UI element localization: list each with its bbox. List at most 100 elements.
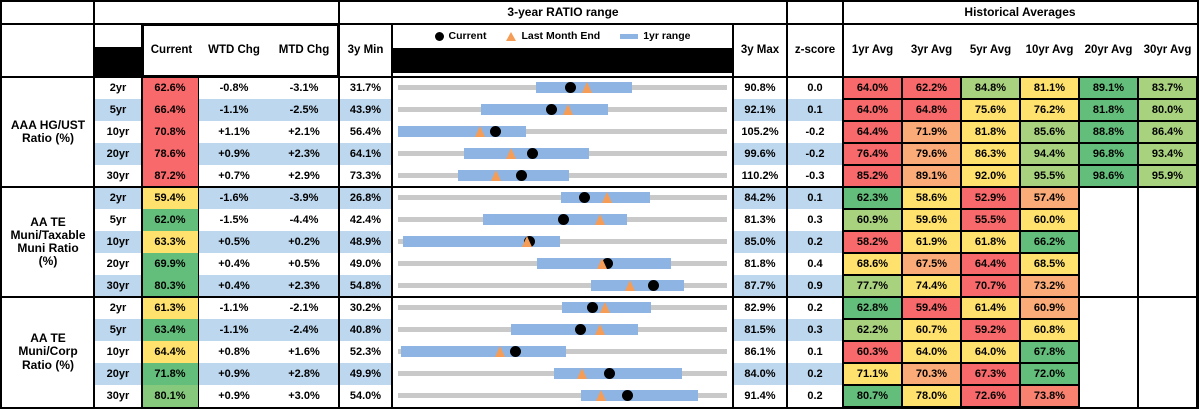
mtd-chg-cell: +1.6%	[269, 341, 339, 363]
last-month-end-triangle-marker	[601, 192, 612, 203]
change-columns-header: Current WTD Chg MTD Chg	[142, 24, 339, 77]
zscore-cell: -0.2	[787, 143, 843, 165]
current-value-cell: 78.6%	[142, 143, 199, 165]
wtd-chg-cell: +0.5%	[199, 231, 269, 253]
current-value-cell: 80.3%	[142, 275, 199, 297]
current-dot-marker	[579, 192, 591, 203]
historical-avg-cell: 64.4%	[961, 253, 1020, 275]
historical-avg-cell: 59.4%	[902, 297, 961, 319]
historical-avg-cell: 84.8%	[961, 77, 1020, 99]
historical-avg-cell: 77.7%	[843, 275, 902, 297]
divider	[338, 2, 340, 407]
historical-avg-cell: 89.1%	[902, 165, 961, 187]
1yr-range-bar	[591, 280, 684, 291]
historical-avg-cell: 93.4%	[1138, 143, 1197, 165]
col-header-3y-min: 3y Min	[347, 44, 384, 57]
col-header-5yr-avg: 5yr Avg	[969, 44, 1012, 57]
1yr-range-bar	[511, 324, 639, 335]
tenor-header-cell	[94, 24, 142, 77]
3y-min-cell: 40.8%	[339, 319, 392, 341]
current-value-cell: 62.0%	[142, 209, 199, 231]
last-month-end-triangle-marker	[505, 148, 516, 159]
historical-avg-cell: 86.4%	[1138, 121, 1197, 143]
col-header-current: Current	[150, 44, 193, 57]
group-label-line: AA TE	[30, 331, 66, 346]
current-value-cell: 63.3%	[142, 231, 199, 253]
wtd-chg-cell: +0.8%	[199, 341, 269, 363]
historical-avg-cell: 60.7%	[902, 319, 961, 341]
historical-avg-cell: 64.4%	[843, 121, 902, 143]
historical-avg-cell: 88.8%	[1079, 121, 1138, 143]
group-label: AAA HG/UST Ratio (%)	[2, 77, 94, 187]
range-chart-cell	[392, 143, 733, 165]
3y-max-cell: 105.2%	[733, 121, 787, 143]
current-dot-marker	[603, 368, 615, 379]
legend-last-month-end-label: Last Month End	[521, 30, 601, 42]
current-dot-marker	[558, 214, 570, 225]
3y-range-track	[398, 283, 727, 288]
historical-avg-cell: 92.0%	[961, 165, 1020, 187]
historical-avg-cell: 76.4%	[843, 143, 902, 165]
group-label-line: AAA HG/UST	[10, 117, 86, 132]
range-chart-cell	[392, 231, 733, 253]
last-month-end-triangle-marker	[563, 104, 574, 115]
zscore-cell: -0.3	[787, 165, 843, 187]
mtd-chg-cell: -3.9%	[269, 187, 339, 209]
historical-avg-cell: 61.9%	[902, 231, 961, 253]
range-chart-cell	[392, 253, 733, 275]
range-chart-cell	[392, 297, 733, 319]
last-month-end-triangle-marker	[624, 280, 635, 291]
3y-max-cell: 81.8%	[733, 253, 787, 275]
historical-avg-cell: 58.6%	[902, 187, 961, 209]
historical-avg-cell: 59.6%	[902, 209, 961, 231]
current-dot-marker	[516, 170, 528, 181]
1yr-range-bar	[400, 346, 567, 357]
current-dot-marker	[622, 390, 634, 401]
historical-avg-cell	[1079, 275, 1138, 297]
1yr-range-bar	[457, 170, 570, 181]
current-value-cell: 62.6%	[142, 77, 199, 99]
last-month-end-triangle-marker	[594, 324, 605, 335]
3y-min-cell: 49.9%	[339, 363, 392, 385]
3y-max-cell: 84.2%	[733, 187, 787, 209]
historical-avg-cell	[1138, 253, 1197, 275]
historical-avg-cell	[1138, 231, 1197, 253]
historical-avg-cell: 70.7%	[961, 275, 1020, 297]
group-label-line: AA TE	[30, 214, 66, 229]
historical-avg-cell: 60.8%	[1020, 319, 1079, 341]
historical-avg-cell: 72.6%	[961, 385, 1020, 407]
divider	[141, 24, 143, 407]
mtd-chg-cell: +2.3%	[269, 143, 339, 165]
mtd-chg-cell: -4.4%	[269, 209, 339, 231]
3y-min-cell: 56.4%	[339, 121, 392, 143]
3y-max-cell: 92.1%	[733, 99, 787, 121]
wtd-chg-cell: +0.7%	[199, 165, 269, 187]
tenor-cell: 10yr	[94, 231, 142, 253]
zscore-cell: 0.4	[787, 253, 843, 275]
divider	[2, 186, 1197, 188]
current-value-cell: 70.8%	[142, 121, 199, 143]
historical-avg-cell: 85.6%	[1020, 121, 1079, 143]
divider	[93, 2, 95, 407]
last-month-end-triangle-marker	[521, 236, 532, 247]
zscore-cell: 0.2	[787, 297, 843, 319]
zscore-cell: 0.1	[787, 341, 843, 363]
last-month-end-triangle-icon	[506, 31, 517, 41]
mtd-chg-cell: +2.3%	[269, 275, 339, 297]
group-label: AA TE Muni/Taxable Muni Ratio (%)	[2, 187, 94, 297]
historical-avg-cell: 62.3%	[843, 187, 902, 209]
current-value-cell: 59.4%	[142, 187, 199, 209]
3y-max-cell: 85.0%	[733, 231, 787, 253]
legend-1yr-range-label: 1yr range	[643, 30, 691, 42]
historical-avg-cell: 86.3%	[961, 143, 1020, 165]
historical-avg-cell: 60.9%	[843, 209, 902, 231]
historical-avg-cell: 64.0%	[902, 341, 961, 363]
range-chart-cell	[392, 319, 733, 341]
3y-max-cell: 90.8%	[733, 77, 787, 99]
divider	[786, 2, 788, 407]
current-dot-marker	[510, 346, 522, 357]
current-value-cell: 64.4%	[142, 341, 199, 363]
tenor-cell: 30yr	[94, 385, 142, 407]
historical-avg-cell: 68.6%	[843, 253, 902, 275]
3y-range-track	[398, 393, 727, 398]
